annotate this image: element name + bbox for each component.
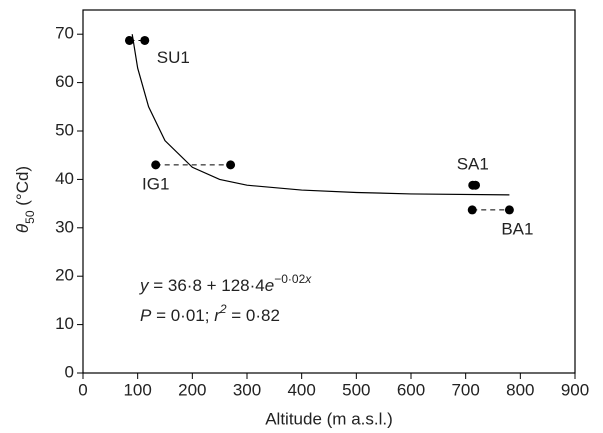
text-segment: 2 [219,302,227,316]
text-segment: 50 [23,210,37,224]
x-axis-label: Altitude (m a.s.l.) [265,409,393,428]
x-tick-label: 800 [506,380,534,399]
point [504,205,514,215]
x-tick-label: 900 [561,380,589,399]
text-segment: = 0·01; [151,306,214,325]
point [140,35,150,45]
text-segment: y [139,276,150,295]
text-segment: θ [13,223,32,233]
point [467,205,477,215]
point-label: BA1 [501,219,533,238]
annotation: P = 0·01; r2 = 0·82 [140,302,280,325]
point [124,35,134,45]
point [471,180,481,190]
y-tick-label: 0 [65,362,74,381]
y-tick-label: 60 [55,72,74,91]
text-segment: (°Cd) [13,166,32,211]
x-tick-label: 300 [233,380,261,399]
y-tick-label: 40 [55,169,74,188]
point-label: IG1 [142,174,169,193]
y-tick-label: 20 [55,266,74,285]
x-tick-label: 700 [451,380,479,399]
point-label: SU1 [157,48,190,67]
text-segment: = 36·8 + 128·4 [149,276,265,295]
annotation: y = 36·8 + 128·4e−0·02x [139,272,312,295]
x-tick-label: 400 [287,380,315,399]
x-tick-label: 500 [342,380,370,399]
point [226,160,236,170]
fit-curve [131,34,510,196]
y-axis-label: θ50 (°Cd) [13,166,37,233]
y-tick-label: 10 [55,314,74,333]
x-tick-label: 200 [178,380,206,399]
plot-frame [82,9,576,374]
text-segment: −0·02 [274,272,305,286]
text-segment: r [214,306,221,325]
point-label: SA1 [457,155,489,174]
text-segment: P [140,306,152,325]
y-tick-label: 70 [55,24,74,43]
text-segment: x [304,272,312,286]
y-tick-label: 30 [55,217,74,236]
x-tick-label: 600 [397,380,425,399]
text-segment: = 0·82 [227,306,280,325]
point [151,160,161,170]
x-tick-label: 100 [123,380,151,399]
x-tick-label: 0 [78,380,87,399]
text-segment: e [265,276,274,295]
y-tick-label: 50 [55,120,74,139]
